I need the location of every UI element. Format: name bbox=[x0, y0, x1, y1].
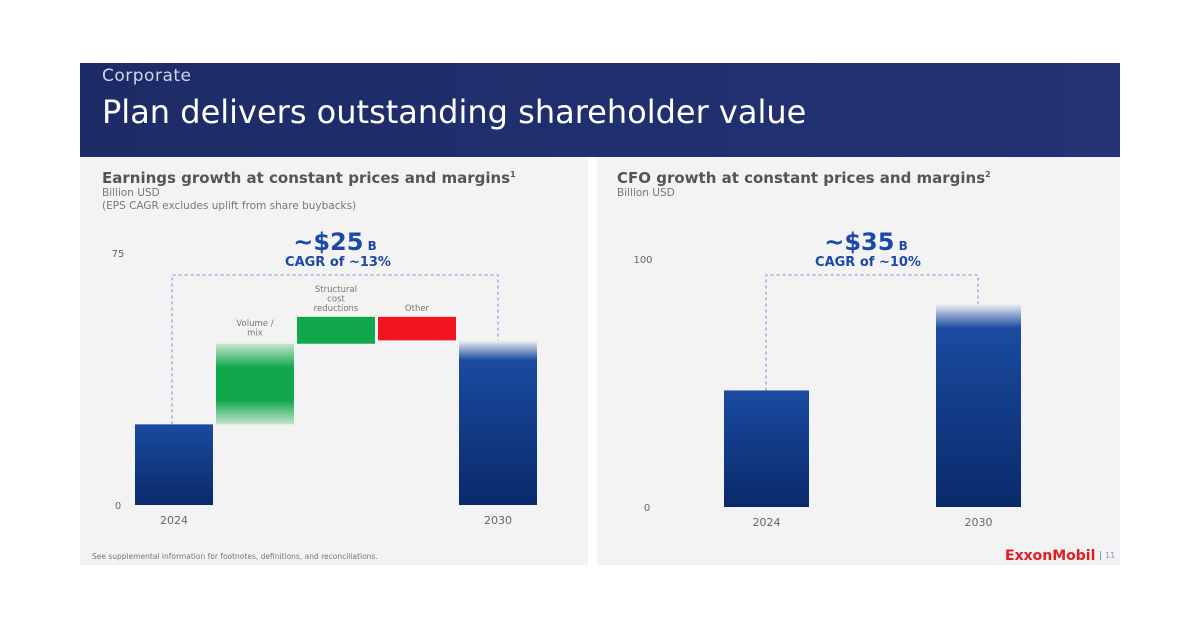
earnings-subtitle: Billion USD bbox=[102, 187, 160, 199]
bar-2030 bbox=[936, 303, 1021, 507]
x-tick-label: 2030 bbox=[484, 514, 512, 527]
cfo-subtitle: Billion USD bbox=[617, 187, 675, 199]
bar-volume-mix bbox=[216, 343, 294, 425]
section-label: Corporate bbox=[102, 66, 192, 86]
x-tick-label: 2024 bbox=[753, 516, 781, 529]
earnings-note: (EPS CAGR excludes uplift from share buy… bbox=[102, 200, 357, 212]
y-tick-label: 0 bbox=[644, 503, 650, 514]
volume-mix-label: mix bbox=[247, 329, 263, 339]
exxonmobil-logo: ExxonMobil bbox=[1005, 548, 1096, 564]
header-banner: Corporate Plan delivers outstanding shar… bbox=[80, 63, 1120, 157]
footnote: See supplemental information for footnot… bbox=[92, 552, 378, 561]
earnings-title: Earnings growth at constant prices and m… bbox=[102, 169, 516, 187]
page-number: 11 bbox=[1100, 551, 1115, 560]
cfo-panel: CFO growth at constant prices and margin… bbox=[597, 157, 1120, 565]
headline-value: ~$25 B bbox=[293, 228, 377, 256]
slide-title: Plan delivers outstanding shareholder va… bbox=[102, 93, 807, 131]
bracket-line bbox=[171, 274, 499, 425]
bar-2030 bbox=[459, 340, 537, 505]
headline-unit: B bbox=[894, 239, 907, 253]
cagr-label: CAGR of ~13% bbox=[285, 255, 391, 270]
structural-label: reductions bbox=[314, 304, 359, 314]
y-tick-label: 75 bbox=[112, 249, 125, 260]
other-label: Other bbox=[405, 304, 430, 314]
x-tick-label: 2024 bbox=[160, 514, 188, 527]
cfo-title: CFO growth at constant prices and margin… bbox=[617, 169, 991, 187]
bar-2024 bbox=[135, 424, 213, 505]
bar-2024 bbox=[724, 390, 809, 507]
structural-label: Structural bbox=[315, 285, 357, 295]
volume-mix-label: Volume / bbox=[236, 319, 273, 329]
y-tick-label: 0 bbox=[115, 501, 121, 512]
x-tick-label: 2030 bbox=[965, 516, 993, 529]
cagr-label: CAGR of ~10% bbox=[815, 255, 921, 270]
bar-structural-cost-reductions bbox=[297, 316, 375, 344]
y-tick-label: 100 bbox=[633, 255, 652, 266]
headline-value: ~$35 B bbox=[824, 228, 908, 256]
headline-unit: B bbox=[363, 239, 376, 253]
bar-other bbox=[378, 316, 456, 341]
structural-label: cost bbox=[327, 294, 345, 304]
